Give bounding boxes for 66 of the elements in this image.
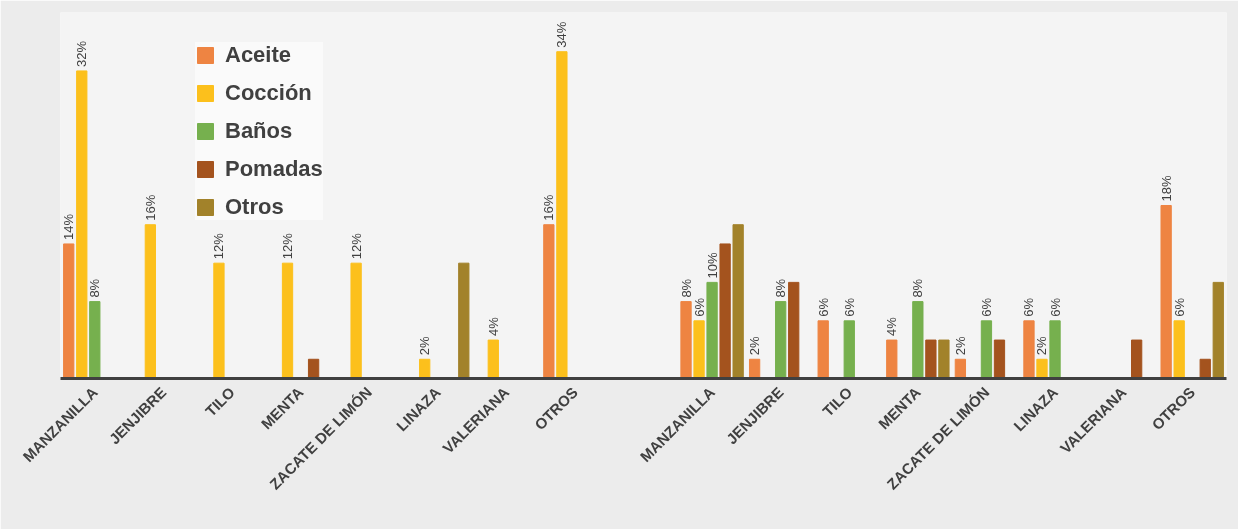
data-label: 8% [87,278,103,298]
data-label: 14% [61,213,77,240]
data-label: 10% [704,251,720,279]
bar [925,339,937,379]
legend-label: Aceite [225,42,292,68]
data-label: 16% [541,194,557,221]
data-label: 2% [1034,336,1050,356]
legend-label: Cocción [225,80,312,106]
data-label: 2% [952,336,968,356]
bar [556,51,568,379]
bar [1036,358,1048,379]
data-label: 8% [910,278,926,298]
bar [458,262,470,379]
data-label: 34% [554,21,570,48]
data-label: 12% [211,232,227,260]
bar [817,320,829,379]
bar [1160,205,1172,379]
bar [993,339,1006,379]
bar [63,243,75,379]
data-label: 6% [1171,297,1187,317]
legend-label: Otros [225,194,284,220]
bar [980,320,993,379]
data-label: 18% [1158,175,1174,202]
bar [543,224,555,379]
data-label: 6% [1021,297,1037,317]
bar [886,339,898,379]
data-label: 4% [485,316,501,337]
bar [213,262,225,379]
legend-label: Baños [225,118,293,144]
data-label: 6% [1047,297,1063,317]
data-label: 8% [773,278,789,298]
bar [775,301,787,379]
data-label: 16% [142,194,158,221]
bar [1212,281,1224,379]
data-label: 6% [841,297,857,317]
data-label: 4% [884,316,900,337]
bar [487,339,499,379]
bar [680,301,692,379]
bar [1049,320,1061,379]
bar [89,301,101,379]
data-label: 12% [280,232,296,260]
bar [706,281,718,379]
bar [719,243,731,379]
bar [281,262,294,379]
bar [1199,358,1211,379]
bar [1023,320,1035,379]
data-label: 6% [978,297,994,317]
data-label: 12% [348,232,364,260]
data-label: 2% [747,336,763,356]
bar [1131,339,1143,379]
bar [693,320,705,379]
bar [843,320,855,379]
bar [1173,320,1185,379]
legend-label: Pomadas [225,156,323,182]
bar [938,339,950,379]
bar [350,262,362,379]
data-label: 2% [417,336,433,356]
data-label: 6% [815,297,831,317]
data-label: 8% [678,278,694,298]
data-label: 32% [74,40,90,67]
bar [732,224,744,379]
bar [912,301,924,379]
bar [788,281,800,379]
bar [144,224,156,379]
bar [76,70,88,379]
data-label: 6% [691,297,707,317]
